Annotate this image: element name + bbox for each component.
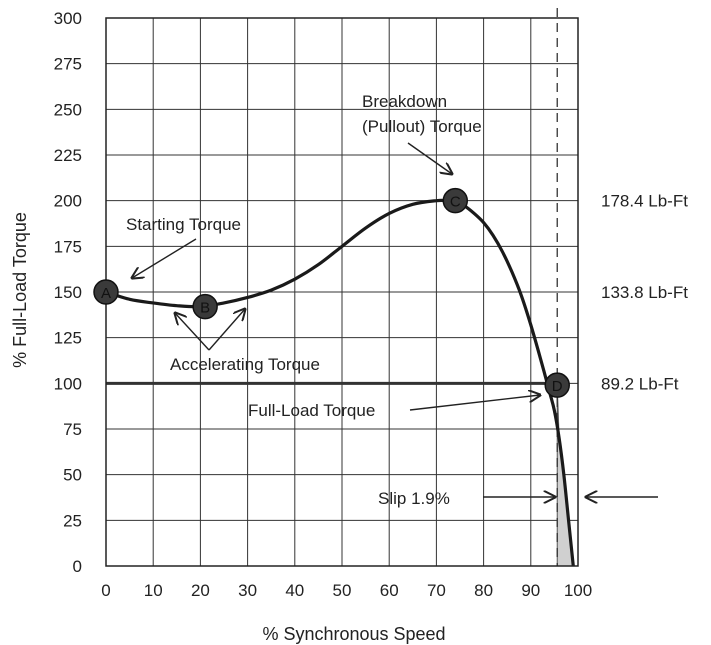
- accelerating-torque-label: Accelerating Torque: [170, 355, 320, 374]
- y-tick-25: 25: [63, 511, 82, 530]
- x-tick-100: 100: [564, 581, 592, 600]
- full-load-arrow: [409, 395, 540, 411]
- x-tick-60: 60: [380, 581, 399, 600]
- point-marker-C: [442, 187, 469, 214]
- y-tick-175: 175: [54, 237, 82, 256]
- x-tick-80: 80: [474, 581, 493, 600]
- starting-torque-label: Starting Torque: [126, 215, 241, 234]
- y-tick-150: 150: [54, 283, 82, 302]
- breakdown-label-line1: Breakdown: [362, 92, 447, 111]
- y-axis-title: % Full-Load Torque: [10, 212, 30, 368]
- point-letter-D: D: [552, 378, 563, 395]
- breakdown-arrow: [407, 142, 452, 174]
- point-marker-D: [544, 372, 570, 398]
- right-torque-labels: 178.4 Lb-Ft 133.8 Lb-Ft 89.2 Lb-Ft: [601, 192, 688, 394]
- slip-label: Slip 1.9%: [378, 489, 450, 508]
- y-tick-labels: 0 25 50 75 100 125 150 175 200 225 250 275 300: [54, 9, 82, 576]
- breakdown-label-line2: (Pullout) Torque: [362, 117, 482, 136]
- x-tick-10: 10: [144, 581, 163, 600]
- y-tick-125: 125: [54, 329, 82, 348]
- point-marker-B: [192, 293, 218, 320]
- y-tick-50: 50: [63, 466, 82, 485]
- y-tick-200: 200: [54, 192, 82, 211]
- point-marker-A: [93, 279, 119, 305]
- point-letter-C: C: [450, 194, 461, 211]
- y-tick-275: 275: [54, 55, 82, 74]
- point-letter-A: A: [101, 285, 111, 302]
- grid-lines: [105, 17, 579, 567]
- y-tick-250: 250: [54, 100, 82, 119]
- curve-point-markers: A B C D: [93, 187, 570, 398]
- y-tick-300: 300: [54, 9, 82, 28]
- x-tick-40: 40: [285, 581, 304, 600]
- x-tick-50: 50: [333, 581, 352, 600]
- full-load-torque-label: Full-Load Torque: [248, 401, 375, 420]
- point-letter-B: B: [200, 300, 210, 317]
- y-tick-100: 100: [54, 374, 82, 393]
- right-label-150: 133.8 Lb-Ft: [601, 283, 688, 302]
- x-tick-90: 90: [521, 581, 540, 600]
- y-tick-75: 75: [63, 420, 82, 439]
- x-tick-labels: 0 10 20 30 40 50 60 70 80 90 100: [101, 581, 592, 600]
- accelerating-arrow-left: [175, 313, 210, 351]
- x-axis-title: % Synchronous Speed: [262, 624, 445, 644]
- right-label-100: 89.2 Lb-Ft: [601, 374, 679, 393]
- x-tick-20: 20: [191, 581, 210, 600]
- y-tick-0: 0: [73, 557, 82, 576]
- x-tick-30: 30: [238, 581, 257, 600]
- x-tick-70: 70: [427, 581, 446, 600]
- accelerating-arrow-right: [208, 309, 245, 351]
- right-label-200: 178.4 Lb-Ft: [601, 192, 688, 211]
- starting-torque-arrow: [132, 238, 197, 278]
- y-tick-225: 225: [54, 146, 82, 165]
- x-tick-0: 0: [101, 581, 110, 600]
